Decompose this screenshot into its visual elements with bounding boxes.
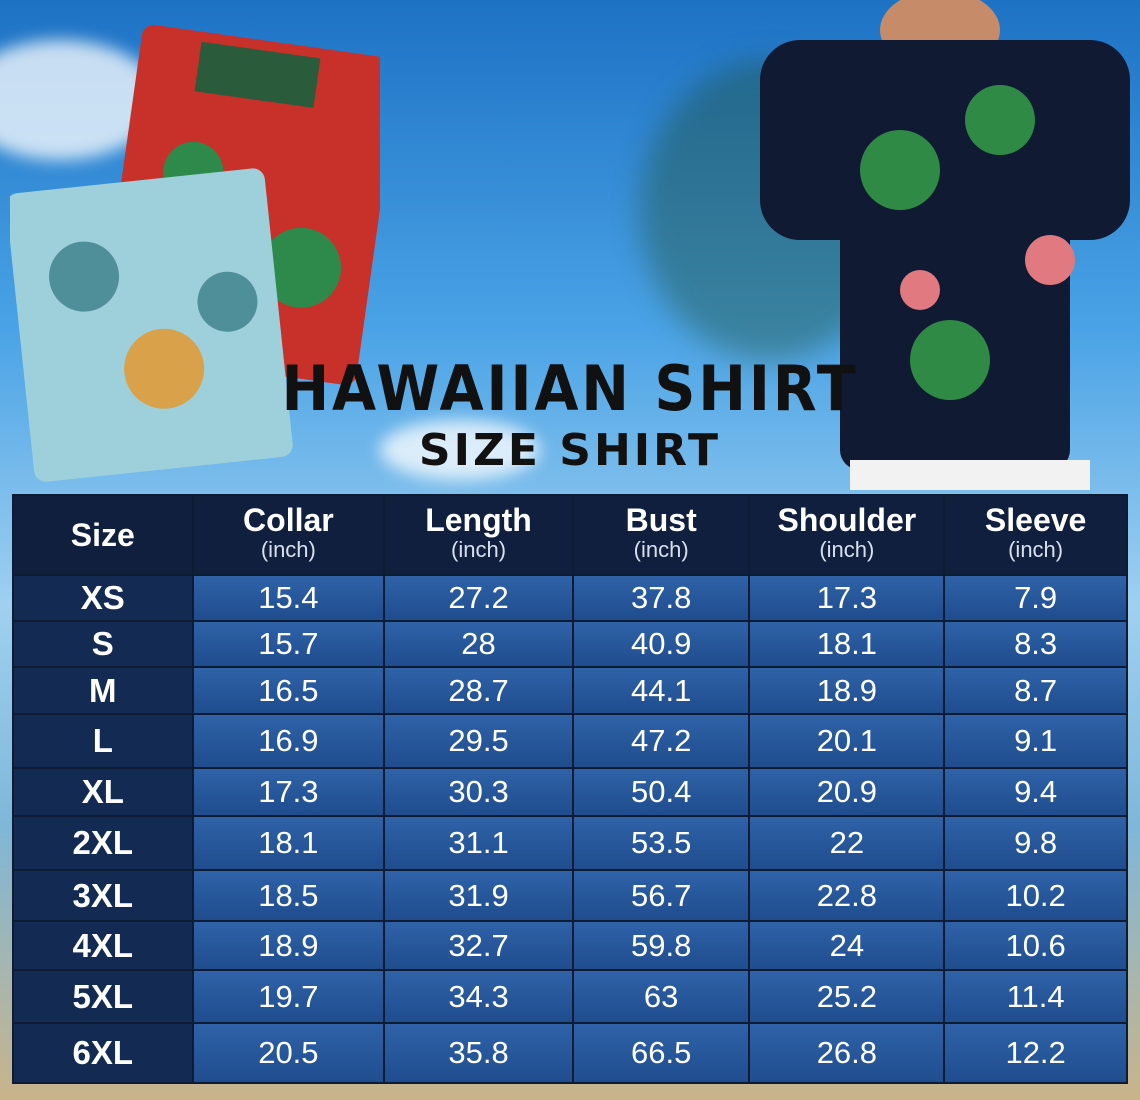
cell-sleeve: 10.6 <box>943 920 1128 971</box>
cell-length: 29.5 <box>383 713 574 769</box>
cell-collar: 15.7 <box>191 620 386 668</box>
cell-shoulder: 25.2 <box>748 969 946 1024</box>
header-row: Size Collar (inch) Length (inch) Bust (inch… <box>12 494 1128 576</box>
table-row: 2XL 18.1 31.1 53.5 22 9.8 <box>12 815 1128 871</box>
table-row: 5XL 19.7 34.3 63 25.2 11.4 <box>12 969 1128 1024</box>
cell-bust: 56.7 <box>571 869 751 922</box>
cell-length: 32.7 <box>383 920 574 971</box>
cell-size: M <box>12 666 194 715</box>
cell-size: 6XL <box>12 1022 194 1084</box>
cloud-decoration <box>380 420 540 480</box>
cell-shoulder: 20.1 <box>748 713 946 769</box>
cell-sleeve: 9.8 <box>943 815 1128 871</box>
cell-shoulder: 26.8 <box>748 1022 946 1084</box>
model-shirt-image <box>760 0 1130 490</box>
cell-shoulder: 20.9 <box>748 767 946 817</box>
cell-bust: 63 <box>571 969 751 1024</box>
header-size: Size <box>12 494 194 576</box>
cell-sleeve: 8.7 <box>943 666 1128 715</box>
cell-shoulder: 22 <box>748 815 946 871</box>
cell-length: 28.7 <box>383 666 574 715</box>
cell-shoulder: 18.9 <box>748 666 946 715</box>
cell-collar: 16.5 <box>191 666 386 715</box>
cell-sleeve: 9.4 <box>943 767 1128 817</box>
cell-bust: 53.5 <box>571 815 751 871</box>
chart-subtitle: SIZE SHIRT <box>418 425 722 476</box>
cell-size: L <box>12 713 194 769</box>
cell-collar: 15.4 <box>191 574 386 622</box>
cell-sleeve: 12.2 <box>943 1022 1128 1084</box>
cell-length: 35.8 <box>383 1022 574 1084</box>
cell-collar: 18.9 <box>191 920 386 971</box>
cell-size: 2XL <box>12 815 194 871</box>
cell-bust: 40.9 <box>571 620 751 668</box>
cell-shoulder: 22.8 <box>748 869 946 922</box>
table-row: XS 15.4 27.2 37.8 17.3 7.9 <box>12 574 1128 622</box>
cell-collar: 20.5 <box>191 1022 386 1084</box>
cell-sleeve: 10.2 <box>943 869 1128 922</box>
table-row: M 16.5 28.7 44.1 18.9 8.7 <box>12 666 1128 715</box>
table-row: XL 17.3 30.3 50.4 20.9 9.4 <box>12 767 1128 817</box>
cell-collar: 16.9 <box>191 713 386 769</box>
cell-size: 3XL <box>12 869 194 922</box>
cell-sleeve: 11.4 <box>943 969 1128 1024</box>
cell-bust: 44.1 <box>571 666 751 715</box>
cell-shoulder: 24 <box>748 920 946 971</box>
cell-collar: 18.5 <box>191 869 386 922</box>
cell-sleeve: 7.9 <box>943 574 1128 622</box>
cell-length: 28 <box>383 620 574 668</box>
cell-sleeve: 8.3 <box>943 620 1128 668</box>
cell-collar: 18.1 <box>191 815 386 871</box>
cell-length: 34.3 <box>383 969 574 1024</box>
chart-title: HAWAIIAN SHIRT <box>281 352 859 425</box>
folded-shirts-image <box>10 25 380 482</box>
header-length: Length (inch) <box>383 494 574 576</box>
cell-sleeve: 9.1 <box>943 713 1128 769</box>
table-row: S 15.7 28 40.9 18.1 8.3 <box>12 620 1128 668</box>
cell-size: S <box>12 620 194 668</box>
header-bust: Bust (inch) <box>571 494 751 576</box>
cell-length: 31.9 <box>383 869 574 922</box>
header-sleeve: Sleeve (inch) <box>943 494 1128 576</box>
cell-size: XS <box>12 574 194 622</box>
cell-bust: 59.8 <box>571 920 751 971</box>
table-row: 4XL 18.9 32.7 59.8 24 10.6 <box>12 920 1128 971</box>
cell-size: 5XL <box>12 969 194 1024</box>
cell-bust: 47.2 <box>571 713 751 769</box>
cell-size: 4XL <box>12 920 194 971</box>
cell-bust: 50.4 <box>571 767 751 817</box>
header-collar: Collar (inch) <box>191 494 386 576</box>
cell-length: 31.1 <box>383 815 574 871</box>
cell-length: 27.2 <box>383 574 574 622</box>
cell-length: 30.3 <box>383 767 574 817</box>
cell-size: XL <box>12 767 194 817</box>
size-table: Size Collar (inch) Length (inch) Bust (inch… <box>12 494 1128 1084</box>
header-shoulder: Shoulder (inch) <box>748 494 946 576</box>
table-row: 6XL 20.5 35.8 66.5 26.8 12.2 <box>12 1022 1128 1084</box>
cell-collar: 17.3 <box>191 767 386 817</box>
table-row: L 16.9 29.5 47.2 20.1 9.1 <box>12 713 1128 769</box>
cell-collar: 19.7 <box>191 969 386 1024</box>
cell-bust: 66.5 <box>571 1022 751 1084</box>
cell-shoulder: 17.3 <box>748 574 946 622</box>
table-row: 3XL 18.5 31.9 56.7 22.8 10.2 <box>12 869 1128 922</box>
cell-bust: 37.8 <box>571 574 751 622</box>
cell-shoulder: 18.1 <box>748 620 946 668</box>
